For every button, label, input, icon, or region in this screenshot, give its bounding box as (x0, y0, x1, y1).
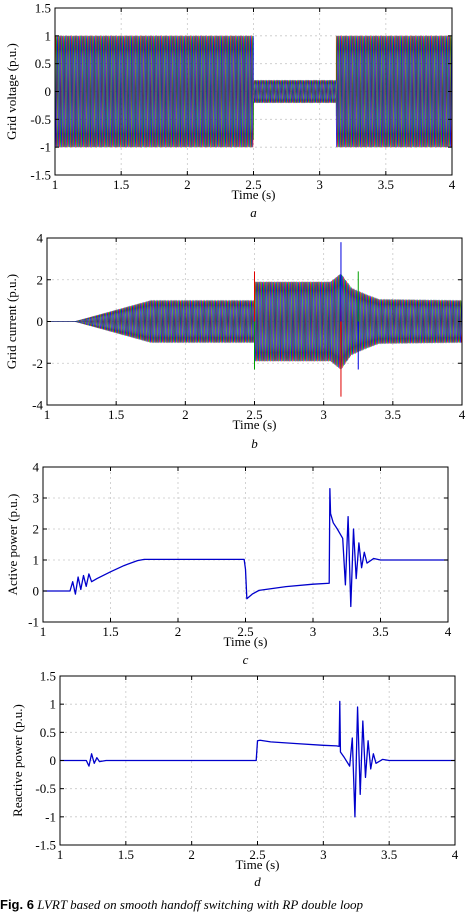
x-tick-label: 1 (40, 624, 47, 639)
y-tick-label: 3 (33, 491, 40, 506)
series-phase-a (55, 35, 452, 148)
y-tick-label: -0.5 (35, 781, 56, 796)
x-tick-label: 2 (184, 177, 191, 192)
x-tick-label: 3.5 (381, 847, 397, 862)
y-tick-label: 0.5 (35, 56, 51, 71)
plot-area (60, 700, 455, 818)
panel-sublabel: d (254, 874, 261, 889)
x-axis-label: Time (s) (232, 187, 276, 202)
y-tick-label: 2 (37, 272, 44, 287)
x-tick-label: 3 (316, 177, 323, 192)
y-tick-label: -4 (32, 398, 43, 413)
caption-label: Fig. 6 (0, 897, 34, 912)
x-tick-label: 4 (452, 847, 459, 862)
x-tick-label: 3 (310, 624, 317, 639)
chart-panel-b: 1 1.5 2 2.5 3 3.5 4 -4 -2 0 2 4 Time (s) Grid current… (4, 231, 466, 452)
plot-area (47, 242, 462, 397)
y-tick-label: 2 (33, 522, 40, 537)
panel-sublabel: c (243, 652, 249, 667)
y-tick-label: -1 (45, 809, 56, 824)
x-tick-label: 2.5 (246, 407, 262, 422)
y-tick-label: -1.5 (30, 168, 51, 183)
y-tick-label: 4 (37, 231, 44, 246)
y-axis-label: Reactive power (p.u.) (10, 704, 25, 817)
x-tick-label: 1.5 (108, 407, 124, 422)
x-tick-label: 1.5 (102, 624, 118, 639)
plot-area (43, 488, 448, 608)
y-tick-label: -1 (40, 140, 51, 155)
x-tick-label: 1.5 (113, 177, 129, 192)
x-axis-label: Time (s) (224, 634, 268, 649)
x-tick-label: 2 (188, 847, 195, 862)
x-axis-label: Time (s) (236, 857, 280, 872)
x-tick-label: 4 (445, 624, 452, 639)
x-tick-label: 2 (182, 407, 189, 422)
y-axis-label: Active power (p.u.) (5, 494, 20, 596)
x-tick-label: 2 (175, 624, 182, 639)
chart-panel-a: 1 1.5 2 2.5 3 3.5 4 -1.5 -1 -0.5 0 0.5 1 1.5 Time (s) G… (4, 1, 456, 221)
panel-sublabel: b (251, 436, 258, 451)
y-tick-label: 0 (37, 314, 44, 329)
y-tick-label: -1.5 (35, 838, 56, 853)
y-tick-label: 4 (33, 460, 40, 475)
x-tick-label: 2.5 (245, 177, 261, 192)
y-tick-label: 1 (33, 553, 40, 568)
y-tick-label: 0 (33, 584, 40, 599)
series-line-0 (60, 700, 455, 818)
x-tick-label: 3 (320, 407, 327, 422)
y-tick-label: -2 (32, 356, 43, 371)
figure-caption: Fig. 6 LVRT based on smooth handoff swit… (0, 896, 474, 914)
y-tick-label: 1.5 (35, 1, 51, 16)
y-tick-label: 1.5 (40, 669, 56, 684)
series-line-0 (43, 488, 448, 608)
x-tick-label: 3.5 (385, 407, 401, 422)
x-tick-label: 3.5 (372, 624, 388, 639)
panel-sublabel: a (250, 205, 257, 220)
x-tick-label: 2.5 (249, 847, 265, 862)
y-tick-label: 0 (50, 753, 57, 768)
x-tick-label: 1 (52, 177, 59, 192)
y-axis-label: Grid voltage (p.u.) (4, 43, 19, 140)
plot-area (55, 35, 452, 148)
chart-panel-d: 1 1.5 2 2.5 3 3.5 4 -1.5 -1 -0.5 0 0.5 1 1.5 Time (s) R… (10, 669, 459, 890)
x-tick-label: 1 (57, 847, 64, 862)
y-tick-label: 0 (45, 84, 52, 99)
x-tick-label: 1.5 (118, 847, 134, 862)
x-tick-label: 2.5 (237, 624, 253, 639)
caption-text: LVRT based on smooth handoff switching w… (37, 897, 364, 912)
series-phase-c (55, 35, 452, 148)
series-phase-b (55, 35, 452, 148)
y-tick-label: 0.5 (40, 725, 56, 740)
y-tick-label: 1 (45, 28, 52, 43)
x-tick-label: 4 (459, 407, 466, 422)
y-tick-label: -1 (28, 615, 39, 630)
chart-panel-c: 1 1.5 2 2.5 3 3.5 4 -1 0 1 2 3 4 Time (s) Active power… (5, 460, 452, 668)
y-axis-label: Grid current (p.u.) (4, 274, 19, 369)
y-tick-label: 1 (50, 697, 57, 712)
y-tick-label: -0.5 (30, 112, 51, 127)
x-axis-label: Time (s) (233, 417, 277, 432)
x-tick-label: 3 (320, 847, 327, 862)
x-tick-label: 4 (449, 177, 456, 192)
x-tick-label: 1 (44, 407, 51, 422)
x-tick-label: 3.5 (378, 177, 394, 192)
